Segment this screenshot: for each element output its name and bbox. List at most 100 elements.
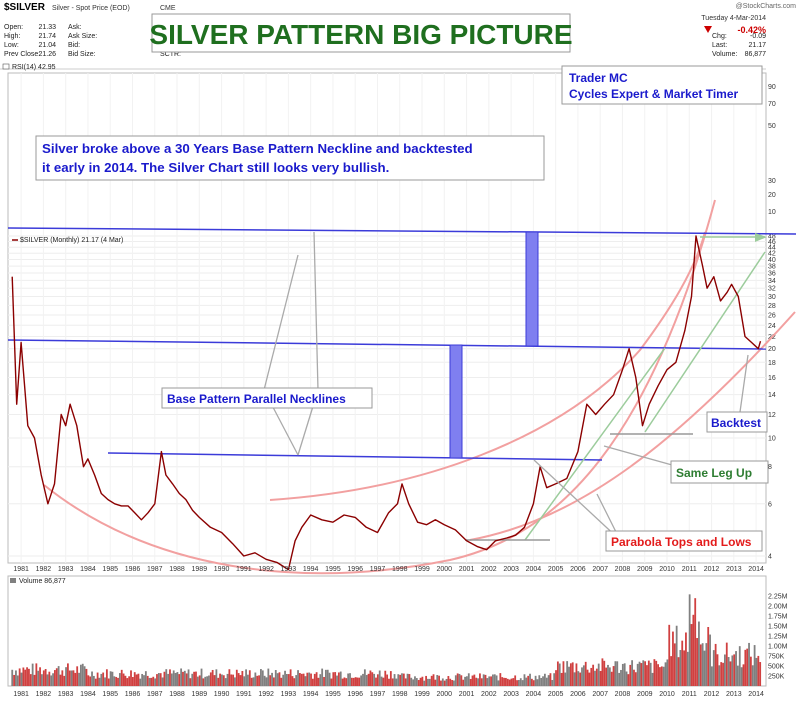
volume-bar xyxy=(410,677,413,686)
volume-bar xyxy=(454,675,457,686)
volume-bar xyxy=(616,661,619,686)
volume-tick-label: 500K xyxy=(768,664,785,671)
volume-bar xyxy=(670,656,672,686)
x-tick-label: 1985 xyxy=(102,566,118,573)
quote-field-label: Volume: xyxy=(712,51,737,58)
volume-bar xyxy=(473,674,476,686)
volume-bar xyxy=(378,670,381,686)
volume-bar xyxy=(584,661,587,686)
volume-bar xyxy=(480,678,483,686)
volume-bar xyxy=(15,670,17,686)
x-tick-label: 2005 xyxy=(548,691,564,698)
volume-bar xyxy=(493,674,496,686)
volume-bar xyxy=(317,677,320,686)
volume-bar xyxy=(137,673,140,686)
volume-bar xyxy=(649,662,652,686)
y-tick-label: 34 xyxy=(768,278,776,285)
volume-bar xyxy=(727,657,730,686)
volume-bar xyxy=(672,631,674,686)
x-tick-label: 2009 xyxy=(637,566,653,573)
volume-bar xyxy=(751,665,754,686)
volume-bar xyxy=(191,673,194,686)
x-tick-label: 1992 xyxy=(258,566,274,573)
volume-bar xyxy=(569,663,572,686)
x-tick-label: 2014 xyxy=(748,566,764,573)
volume-bar xyxy=(380,676,383,686)
quote-field-label: Last: xyxy=(712,42,727,49)
volume-bar xyxy=(154,678,157,686)
volume-bar xyxy=(703,650,706,686)
volume-bar xyxy=(749,656,752,686)
volume-bar xyxy=(479,673,481,686)
callout-pointers xyxy=(263,231,749,541)
volume-bar xyxy=(104,677,106,686)
volume-bar xyxy=(222,675,225,686)
y-tick-label: 6 xyxy=(768,501,772,508)
volume-bar xyxy=(20,672,23,686)
volume-bar xyxy=(74,672,77,686)
volume-bar xyxy=(313,673,316,686)
volume-bar xyxy=(505,677,507,686)
volume-bar xyxy=(336,675,338,686)
y-tick-label: 24 xyxy=(768,323,776,330)
volume-bar xyxy=(44,669,47,686)
volume-bar xyxy=(545,677,548,686)
volume-bar xyxy=(98,677,101,686)
volume-bar xyxy=(26,667,28,686)
volume-bar xyxy=(646,665,648,686)
volume-bar xyxy=(128,676,131,686)
volume-bar xyxy=(467,673,470,686)
parabola-box: Parabola Tops and Lows xyxy=(605,530,763,552)
volume-bar xyxy=(666,659,669,686)
x-tick-label: 2014 xyxy=(748,691,764,698)
leg-up-lines xyxy=(465,233,767,541)
volume-bar xyxy=(33,674,36,686)
volume-bar xyxy=(421,676,424,686)
volume-bar xyxy=(298,673,301,686)
volume-bar xyxy=(484,674,487,686)
volume-bar xyxy=(679,650,682,686)
volume-bar xyxy=(59,674,62,686)
volume-bar xyxy=(449,678,452,686)
volume-bar xyxy=(755,657,758,686)
lower-parabola xyxy=(43,199,716,575)
x-tick-label: 1996 xyxy=(347,691,363,698)
x-tick-label: 1981 xyxy=(13,566,29,573)
volume-bar xyxy=(447,676,450,686)
volume-bar xyxy=(659,667,661,686)
volume-bar xyxy=(286,673,288,686)
volume-bar xyxy=(234,677,236,686)
volume-bar xyxy=(677,657,680,686)
volume-bar xyxy=(135,674,138,686)
volume-bar xyxy=(61,670,64,686)
volume-bar xyxy=(482,674,485,686)
quote-field-label: SCTR: xyxy=(160,51,181,58)
volume-bar xyxy=(221,674,223,686)
volume-bar xyxy=(282,674,285,686)
volume-bar xyxy=(466,676,468,686)
volume-bar xyxy=(581,667,583,686)
watermark: @StockCharts.com xyxy=(736,3,797,10)
volume-bar xyxy=(341,678,344,686)
volume-bar xyxy=(193,671,196,686)
volume-bar xyxy=(31,663,34,686)
x-tick-label: 1991 xyxy=(236,691,252,698)
x-tick-label: 2006 xyxy=(570,566,586,573)
x-tick-label: 1991 xyxy=(236,566,252,573)
volume-bar xyxy=(324,669,327,686)
volume-bar xyxy=(131,677,134,686)
volume-bar xyxy=(738,646,741,686)
volume-bar xyxy=(180,668,183,686)
upper-axis-tick: 70 xyxy=(768,101,776,108)
quote-field-value: 86,877 xyxy=(745,51,767,58)
quote-field-label: Chg: xyxy=(712,33,727,40)
volume-bar xyxy=(610,671,613,686)
volume-bar xyxy=(150,677,153,686)
volume-bar xyxy=(280,677,283,686)
volume-bar xyxy=(417,680,420,686)
volume-bar xyxy=(375,677,377,686)
volume-bar xyxy=(564,672,567,686)
volume-bar xyxy=(274,670,277,686)
quote-field-label: Low: xyxy=(4,42,19,49)
exchange: CME xyxy=(160,5,176,12)
